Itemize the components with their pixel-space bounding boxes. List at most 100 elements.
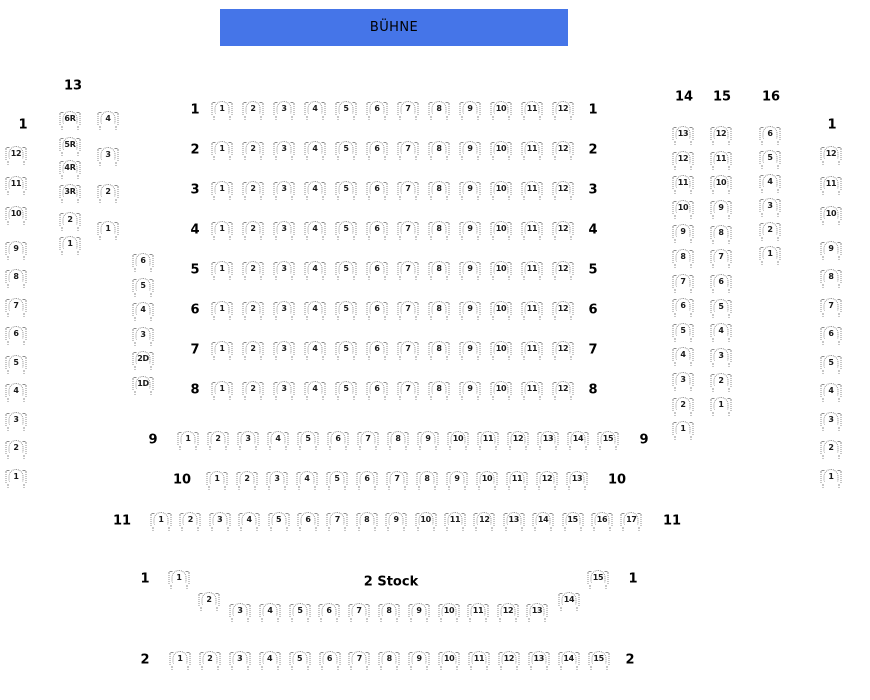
seat-section-13-d-4[interactable]: 4 <box>132 301 154 321</box>
seat-row-10-8[interactable]: 8 <box>416 470 438 490</box>
seat-row-10-3[interactable]: 3 <box>266 470 288 490</box>
seat-row-8-9[interactable]: 9 <box>459 380 481 400</box>
seat-section-13-d-6[interactable]: 6 <box>132 252 154 272</box>
seat-row-1-3[interactable]: 3 <box>273 100 295 120</box>
seat-row-5-5[interactable]: 5 <box>335 260 357 280</box>
seat-box-1-right-6[interactable]: 6 <box>820 325 842 345</box>
seat-stock-row-2-7[interactable]: 7 <box>348 650 370 670</box>
seat-box-1-left-7[interactable]: 7 <box>5 297 27 317</box>
seat-row-6-4[interactable]: 4 <box>304 300 326 320</box>
seat-row-11-6[interactable]: 6 <box>297 511 319 531</box>
seat-section-15-8[interactable]: 8 <box>710 224 732 244</box>
seat-row-8-8[interactable]: 8 <box>428 380 450 400</box>
seat-row-2-2[interactable]: 2 <box>242 140 264 160</box>
seat-box-1-right-12[interactable]: 12 <box>820 145 842 165</box>
seat-row-11-12[interactable]: 12 <box>473 511 495 531</box>
seat-section-13-rear-1[interactable]: 1 <box>59 235 81 255</box>
seat-stock-row-1-9[interactable]: 9 <box>408 602 430 622</box>
seat-box-1-left-10[interactable]: 10 <box>5 205 27 225</box>
seat-stock-row-1-5[interactable]: 5 <box>289 602 311 622</box>
seat-row-11-10[interactable]: 10 <box>415 511 437 531</box>
seat-stock-row-2-15[interactable]: 15 <box>588 650 610 670</box>
seat-row-4-3[interactable]: 3 <box>273 220 295 240</box>
seat-row-5-8[interactable]: 8 <box>428 260 450 280</box>
seat-row-8-11[interactable]: 11 <box>521 380 543 400</box>
seat-row-7-9[interactable]: 9 <box>459 340 481 360</box>
seat-section-14-10[interactable]: 10 <box>672 199 694 219</box>
seat-row-9-12[interactable]: 12 <box>507 430 529 450</box>
seat-box-1-left-8[interactable]: 8 <box>5 268 27 288</box>
seat-stock-row-1-3[interactable]: 3 <box>229 602 251 622</box>
seat-row-11-13[interactable]: 13 <box>503 511 525 531</box>
seat-section-15-1[interactable]: 1 <box>710 396 732 417</box>
seat-row-7-5[interactable]: 5 <box>335 340 357 360</box>
seat-row-3-11[interactable]: 11 <box>521 180 543 200</box>
seat-row-1-10[interactable]: 10 <box>490 100 512 120</box>
seat-row-3-9[interactable]: 9 <box>459 180 481 200</box>
seat-row-4-8[interactable]: 8 <box>428 220 450 240</box>
seat-row-10-2[interactable]: 2 <box>236 470 258 490</box>
seat-row-9-8[interactable]: 8 <box>387 430 409 450</box>
seat-section-13-d-3[interactable]: 3 <box>132 326 154 346</box>
seat-row-11-5[interactable]: 5 <box>268 511 290 531</box>
seat-row-2-12[interactable]: 12 <box>552 140 574 160</box>
seat-row-9-6[interactable]: 6 <box>327 430 349 450</box>
seat-row-2-1[interactable]: 1 <box>211 140 233 160</box>
seat-stock-row-1-2[interactable]: 2 <box>198 591 220 611</box>
seat-row-11-16[interactable]: 16 <box>591 511 613 531</box>
seat-row-6-5[interactable]: 5 <box>335 300 357 320</box>
seat-row-2-4[interactable]: 4 <box>304 140 326 160</box>
seat-box-1-left-4[interactable]: 4 <box>5 382 27 402</box>
seat-section-14-8[interactable]: 8 <box>672 248 694 268</box>
seat-stock-row-1-10[interactable]: 10 <box>438 602 460 622</box>
seat-row-9-15[interactable]: 15 <box>597 430 619 450</box>
seat-row-7-10[interactable]: 10 <box>490 340 512 360</box>
seat-row-2-3[interactable]: 3 <box>273 140 295 160</box>
seat-row-6-7[interactable]: 7 <box>397 300 419 320</box>
seat-row-6-9[interactable]: 9 <box>459 300 481 320</box>
seat-row-9-10[interactable]: 10 <box>447 430 469 450</box>
seat-row-5-1[interactable]: 1 <box>211 260 233 280</box>
seat-row-11-9[interactable]: 9 <box>385 511 407 531</box>
seat-row-4-7[interactable]: 7 <box>397 220 419 240</box>
seat-row-3-3[interactable]: 3 <box>273 180 295 200</box>
seat-row-8-5[interactable]: 5 <box>335 380 357 400</box>
seat-row-1-9[interactable]: 9 <box>459 100 481 120</box>
seat-row-11-1[interactable]: 1 <box>150 511 172 531</box>
seat-section-14-5[interactable]: 5 <box>672 322 694 342</box>
seat-section-16-5[interactable]: 5 <box>759 149 781 169</box>
seat-row-2-11[interactable]: 11 <box>521 140 543 160</box>
seat-stock-row-1-15[interactable]: 15 <box>587 569 609 589</box>
seat-box-1-left-2[interactable]: 2 <box>5 439 27 459</box>
seat-section-15-10[interactable]: 10 <box>710 174 732 195</box>
seat-stock-row-2-10[interactable]: 10 <box>438 650 460 670</box>
seat-row-5-10[interactable]: 10 <box>490 260 512 280</box>
seat-row-3-10[interactable]: 10 <box>490 180 512 200</box>
seat-section-15-3[interactable]: 3 <box>710 347 732 367</box>
seat-stock-row-2-14[interactable]: 14 <box>558 650 580 670</box>
seat-row-2-10[interactable]: 10 <box>490 140 512 160</box>
seat-section-14-11[interactable]: 11 <box>672 174 694 195</box>
seat-section-15-7[interactable]: 7 <box>710 248 732 269</box>
seat-row-6-11[interactable]: 11 <box>521 300 543 320</box>
seat-row-9-14[interactable]: 14 <box>567 430 589 450</box>
seat-section-14-6[interactable]: 6 <box>672 297 694 318</box>
seat-row-4-6[interactable]: 6 <box>366 220 388 240</box>
seat-row-2-6[interactable]: 6 <box>366 140 388 160</box>
seat-section-14-9[interactable]: 9 <box>672 223 694 244</box>
seat-row-11-14[interactable]: 14 <box>532 511 554 531</box>
seat-row-7-2[interactable]: 2 <box>242 340 264 360</box>
seat-row-2-5[interactable]: 5 <box>335 140 357 160</box>
seat-section-13-front-4[interactable]: 4 <box>97 110 119 130</box>
seat-row-8-4[interactable]: 4 <box>304 380 326 400</box>
seat-row-8-10[interactable]: 10 <box>490 380 512 400</box>
seat-row-8-2[interactable]: 2 <box>242 380 264 400</box>
seat-row-6-10[interactable]: 10 <box>490 300 512 320</box>
seat-row-11-2[interactable]: 2 <box>179 511 201 531</box>
seat-row-3-6[interactable]: 6 <box>366 180 388 200</box>
seat-stock-row-2-4[interactable]: 4 <box>259 650 281 670</box>
seat-box-1-right-9[interactable]: 9 <box>820 240 842 260</box>
seat-stock-row-1-14[interactable]: 14 <box>558 591 580 611</box>
seat-section-16-3[interactable]: 3 <box>759 197 781 217</box>
seat-row-9-5[interactable]: 5 <box>297 430 319 450</box>
